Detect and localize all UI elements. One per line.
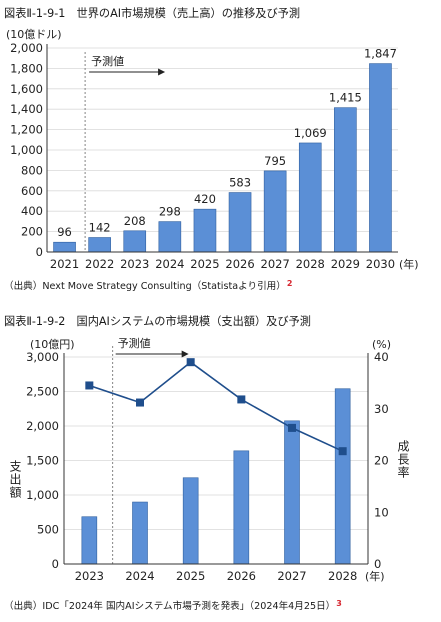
bar-2025 [182,477,199,565]
x-tick-label: 2026 [225,257,254,271]
bar-2021 [53,241,76,253]
bar-2030 [369,63,392,253]
x-tick-label: 2025 [176,569,205,583]
figure2-source-text: （出典）IDC「2024年 国内AIシステム市場予測を発表」（2024年4月25… [4,601,336,612]
y-right-axis-title: 成長率 [396,440,410,479]
forecast-arrow-head [158,68,166,76]
y-left-unit-label: (10億円) [30,338,75,351]
y-left-tick-label: 1,000 [26,488,59,502]
y-left-tick-label: 500 [37,523,59,537]
data-label: 1,069 [294,126,327,140]
y-tick-label: 200 [21,225,43,239]
y-right-tick-label: 40 [374,350,389,364]
data-label: 583 [229,176,251,190]
data-label: 1,847 [364,47,397,61]
chart-world-ai-market: 0 200 400 600 800 1,000 1,200 1,400 1,600 1,800 2,… [6,28,419,271]
figure1-source-note: 2 [286,279,293,288]
data-label: 298 [159,205,181,219]
y-tick-label: 1,200 [10,123,43,137]
bar-2027 [263,170,287,253]
bar-2028 [334,388,351,565]
bar-2026 [233,450,250,565]
x-tick-label: 2025 [190,257,219,271]
y-unit-label: (10億ドル) [6,28,62,41]
bar-2024 [132,501,148,565]
x-tick-label: 2030 [366,257,395,271]
figure1-source-text: （出典）Next Move Strategy Consulting（Statis… [4,281,286,292]
bar-2028 [298,142,322,253]
data-label: 1,415 [329,91,362,105]
chart-japan-ai-system-market: 0 500 1,000 1,500 2,000 2,500 3,000 0 10 20 30 40 (1… [8,336,410,583]
data-label: 142 [89,221,111,235]
y-tick-label: 2,000 [10,41,43,55]
y-tick-label: 1,000 [10,143,43,157]
x-tick-label: 2023 [75,569,104,583]
forecast-label: 予測値 [118,336,151,350]
figure2-title: 図表Ⅱ-1-9-2 国内AIシステムの市場規模（支出額）及び予測 [4,315,311,328]
bar-2022 [88,237,111,253]
figure1-source: （出典）Next Move Strategy Consulting（Statis… [4,278,292,292]
x-unit-label: (年) [399,257,419,271]
bar-2026 [228,192,252,253]
y-tick-label: 1,600 [10,82,43,96]
x-tick-label: 2027 [277,569,306,583]
bar-2023 [81,516,98,565]
x-tick-label: 2024 [125,569,154,583]
y-tick-label: 0 [36,245,43,259]
bar-2025 [193,208,217,253]
y-left-tick-label: 3,000 [26,350,59,364]
x-tick-label: 2026 [227,569,256,583]
y-left-tick-label: 2,000 [26,419,59,433]
bar-2029 [334,107,357,253]
y-tick-label: 800 [21,163,43,177]
growth-rate-point-2025 [186,358,195,367]
x-tick-label: 2029 [331,257,360,271]
y-tick-label: 400 [21,204,43,218]
growth-rate-point-2024 [136,398,144,407]
y-tick-label: 1,400 [10,102,43,116]
growth-rate-point-2027 [288,423,296,432]
data-label: 208 [124,214,146,228]
data-label: 795 [264,154,286,168]
y-right-tick-label: 20 [374,454,389,468]
y-left-tick-label: 1,500 [26,454,59,468]
y-left-axis-title: 支出額 [8,460,22,499]
growth-rate-point-2023 [85,381,94,390]
data-label: 96 [57,225,72,239]
growth-rate-point-2028 [338,447,347,456]
x-tick-label: 2024 [155,257,184,271]
figure2-source: （出典）IDC「2024年 国内AIシステム市場予測を発表」（2024年4月25… [4,598,342,612]
figure2-source-note: 3 [336,599,342,608]
y-right-tick-label: 10 [374,505,389,519]
bar-2023 [123,230,147,253]
y-tick-label: 1,800 [10,61,43,75]
figure1-title: 図表Ⅱ-1-9-1 世界のAI市場規模（売上高）の推移及び予測 [4,7,301,20]
y-left-tick-label: 2,500 [26,385,59,399]
x-unit-label: (年) [365,569,385,583]
x-tick-label: 2021 [50,257,79,271]
x-tick-label: 2028 [328,569,357,583]
y-left-tick-label: 0 [52,557,59,571]
y-right-tick-label: 30 [374,402,389,416]
x-tick-label: 2022 [85,257,114,271]
y-tick-label: 600 [21,184,43,198]
data-label: 420 [194,192,216,206]
bar-2024 [158,221,182,253]
y-right-unit-label: (%) [372,338,391,351]
growth-rate-point-2026 [237,395,246,404]
x-tick-label: 2027 [261,257,290,271]
y-right-tick-label: 0 [374,557,381,571]
bar-2027 [284,420,300,565]
x-tick-label: 2023 [120,257,149,271]
forecast-arrow-head [181,350,189,358]
forecast-label: 予測値 [91,54,124,68]
growth-rate-line [89,361,344,452]
x-tick-label: 2028 [296,257,325,271]
